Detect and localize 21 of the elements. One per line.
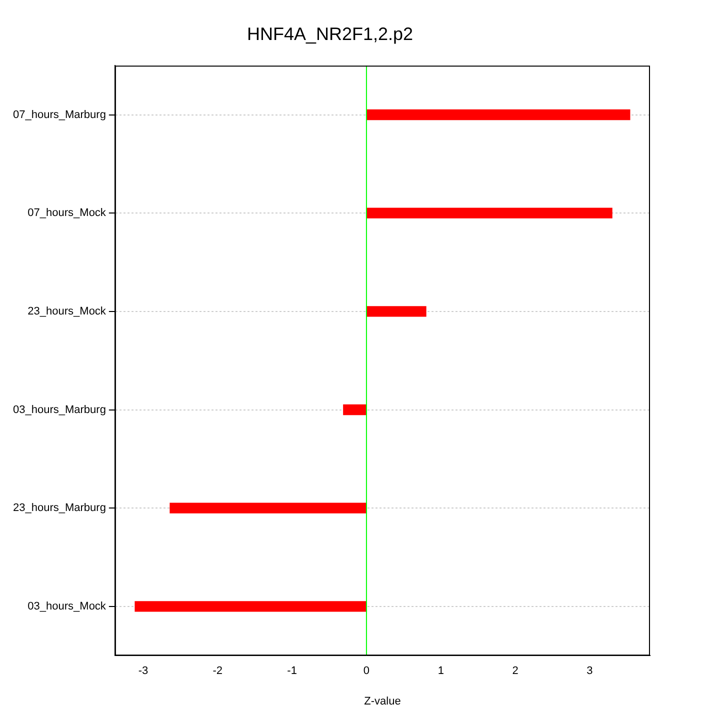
x-tick-label: 2 — [512, 665, 518, 678]
y-tick-label: 03_hours_Marburg — [12, 404, 106, 416]
bar — [170, 502, 367, 514]
x-tick-label: -1 — [287, 665, 297, 678]
bar — [366, 306, 426, 317]
y-tick-label: 03_hours_Mock — [28, 600, 106, 612]
x-tick-label: 1 — [438, 665, 444, 678]
x-tick-label: 3 — [586, 665, 593, 678]
chart-title: HNF4A_NR2F1,2.p2 — [246, 24, 414, 44]
y-tick-label: 23_hours_Marburg — [12, 502, 106, 514]
y-tick-label: 23_hours_Mock — [28, 305, 106, 318]
y-tick-label: 07_hours_Mock — [28, 207, 106, 220]
x-axis-title: Z-value — [364, 695, 401, 708]
bar — [343, 404, 367, 416]
x-tick-label: -2 — [212, 665, 223, 678]
x-tick-label: 0 — [363, 665, 370, 678]
bar — [366, 109, 630, 120]
x-tick-label: -3 — [138, 665, 148, 678]
y-tick-label: 07_hours_Marburg — [12, 108, 106, 121]
bar — [134, 601, 367, 612]
bar — [366, 208, 612, 218]
